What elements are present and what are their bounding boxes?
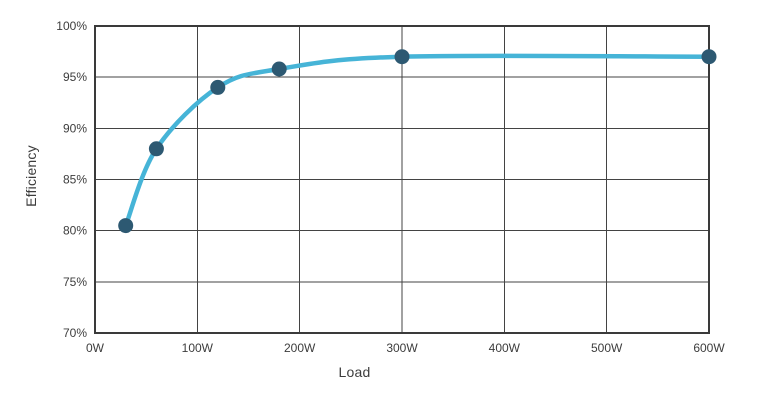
data-point <box>210 79 226 95</box>
x-tick-label: 200W <box>284 341 316 355</box>
x-tick-label: 600W <box>693 341 725 355</box>
y-tick-label: 90% <box>63 121 87 135</box>
plot-frame <box>94 25 710 334</box>
x-tick-label: 0W <box>86 341 105 355</box>
data-point <box>118 218 134 234</box>
data-point <box>394 49 410 65</box>
data-point <box>148 141 164 157</box>
data-point <box>271 61 287 77</box>
y-axis-title: Efficiency <box>23 145 39 207</box>
efficiency-line <box>123 53 712 228</box>
y-tick-label: 85% <box>63 173 87 187</box>
x-axis-title: Load <box>338 364 371 380</box>
data-point <box>701 49 717 65</box>
x-tick-label: 300W <box>386 341 418 355</box>
x-tick-label: 100W <box>182 341 214 355</box>
x-tick-label: 400W <box>489 341 521 355</box>
y-tick-label: 100% <box>56 19 87 33</box>
y-tick-label: 80% <box>63 224 87 238</box>
y-tick-label: 95% <box>63 70 87 84</box>
y-tick-label: 70% <box>63 326 87 340</box>
x-tick-label: 500W <box>591 341 623 355</box>
y-tick-label: 75% <box>63 275 87 289</box>
